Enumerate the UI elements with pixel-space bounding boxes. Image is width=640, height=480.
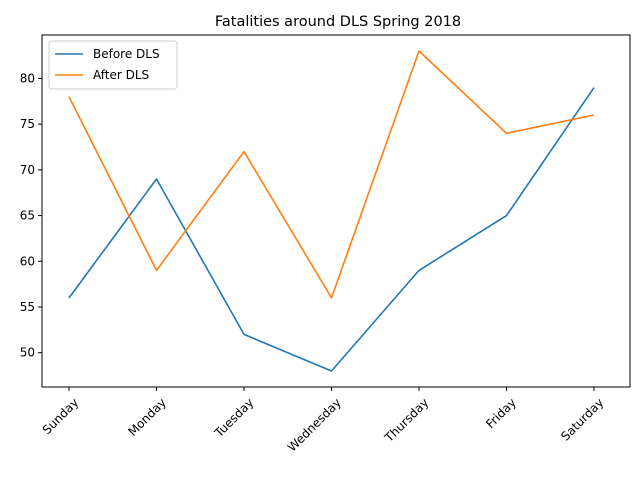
series-layer: [68, 50, 595, 372]
series-line-before-dls: [68, 87, 595, 372]
series-line-after-dls: [68, 50, 595, 299]
y-tick-label: 50: [20, 346, 35, 360]
y-axis: 50 55 60 65 70 75 80: [20, 71, 42, 360]
x-tick-label: Sunday: [40, 395, 82, 437]
y-tick-label: 55: [20, 300, 35, 314]
x-tick-label: Wednesday: [285, 395, 344, 454]
x-tick-label: Monday: [125, 395, 168, 438]
y-tick-label: 80: [20, 71, 35, 85]
x-tick-label: Friday: [483, 395, 519, 431]
chart-title: Fatalities around DLS Spring 2018: [215, 14, 461, 30]
plot-area: [41, 34, 631, 388]
y-tick-label: 75: [20, 117, 35, 131]
legend-label: After DLS: [93, 68, 149, 82]
legend-box: [48, 40, 178, 90]
x-tick-label: Tuesday: [211, 395, 256, 440]
y-tick-label: 60: [20, 254, 35, 268]
x-axis: Sunday Monday Tuesday Wednesday Thursday Frid…: [40, 387, 606, 454]
y-tick-label: 70: [20, 163, 35, 177]
x-tick-label: Saturday: [558, 395, 606, 443]
x-tick-label: Thursday: [381, 395, 431, 445]
plot-frame: [41, 34, 631, 388]
legend: Before DLS After DLS: [48, 40, 178, 90]
legend-label: Before DLS: [93, 47, 160, 61]
y-tick-label: 65: [20, 209, 35, 223]
